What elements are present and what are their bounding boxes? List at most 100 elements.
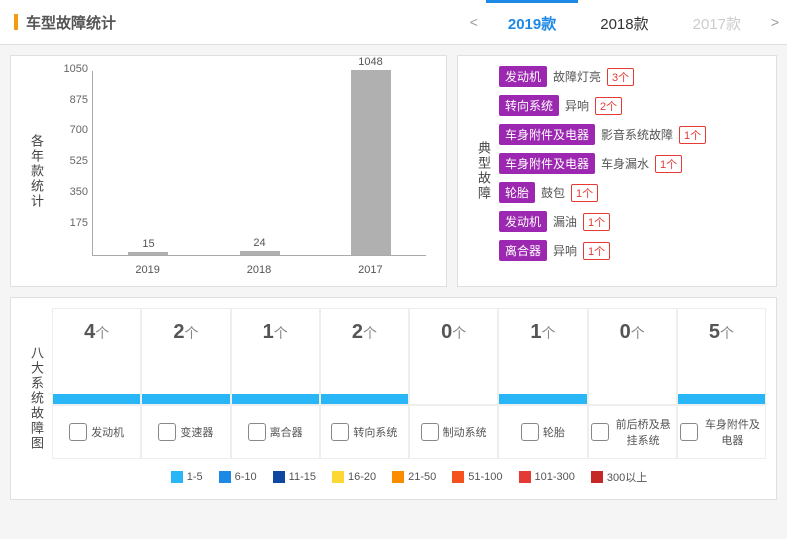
fault-count: 1个 [583,242,610,260]
color-legend: 1-56-1011-1516-2021-5051-100101-300300以上 [52,459,766,489]
fault-category: 发动机 [499,211,547,232]
x-tick: 2017 [358,264,382,276]
brake-icon [421,423,439,441]
axle-icon [591,423,609,441]
gearbox-icon [158,423,176,441]
system-name-cell[interactable]: 转向系统 [320,405,409,459]
fault-category: 车身附件及电器 [499,124,595,145]
fault-category: 车身附件及电器 [499,153,595,174]
system-count: 5 [709,321,720,343]
year-bar: 24 [240,251,280,255]
year-tab[interactable]: 2019款 [486,0,578,44]
prev-arrow[interactable]: < [462,14,486,30]
system-count: 2 [173,321,184,343]
legend-item: 21-50 [392,469,436,485]
year-tab[interactable]: 2017款 [671,0,763,44]
count-unit: 个 [274,325,288,341]
fault-category: 离合器 [499,240,547,261]
fault-category: 发动机 [499,66,547,87]
legend-item: 300以上 [591,469,647,485]
faults-vlabel: 典型故障 [468,141,499,201]
page-title: 车型故障统计 [26,12,116,33]
bar-value-label: 1048 [358,56,382,68]
system-name-cell[interactable]: 发动机 [52,405,141,459]
system-name: 轮胎 [543,424,565,440]
system-name: 发动机 [91,424,124,440]
fault-desc: 鼓包 [541,184,565,201]
fault-count: 3个 [607,68,634,86]
year-stats-panel: 各年款统计 1753505257008751050 15241048 20192… [10,55,447,287]
legend-swatch [332,471,344,483]
system-name-cell[interactable]: 离合器 [231,405,320,459]
tire-icon [521,423,539,441]
system-count: 4 [84,321,95,343]
fault-category: 轮胎 [499,182,535,203]
body-icon [680,423,698,441]
system-count-cell: 2个 [320,308,409,405]
year-tab[interactable]: 2018款 [578,0,670,44]
legend-label: 1-5 [187,471,203,483]
next-arrow[interactable]: > [763,14,787,30]
fault-list: 发动机故障灯亮3个转向系统异响2个车身附件及电器影音系统故障1个车身附件及电器车… [499,66,766,276]
legend-swatch [452,471,464,483]
fault-desc: 异响 [565,97,589,114]
legend-item: 11-15 [273,469,316,485]
y-tick: 1050 [64,63,88,75]
year-chart-vlabel: 各年款统计 [21,134,52,209]
system-color-bar [410,394,497,404]
system-name: 转向系统 [353,424,397,440]
fault-desc: 影音系统故障 [601,126,673,143]
system-color-bar [678,394,765,404]
system-count: 0 [441,321,452,343]
legend-item: 1-5 [171,469,203,485]
clutch-icon [248,423,266,441]
year-chart: 1753505257008751050 15241048 20192018201… [52,66,436,276]
system-name-cell[interactable]: 前后桥及悬挂系统 [588,405,677,459]
system-count-cell: 2个 [141,308,230,405]
fault-row[interactable]: 离合器异响 1个 [499,240,766,261]
count-unit: 个 [363,325,377,341]
system-name-cell[interactable]: 车身附件及电器 [677,405,766,459]
fault-desc: 异响 [553,242,577,259]
system-name: 前后桥及悬挂系统 [613,416,674,448]
system-name-cell[interactable]: 变速器 [141,405,230,459]
fault-row[interactable]: 转向系统异响2个 [499,95,766,116]
engine-icon [69,423,87,441]
count-unit: 个 [95,325,109,341]
system-name-cell[interactable]: 轮胎 [498,405,587,459]
system-name: 制动系统 [443,424,487,440]
x-tick: 2018 [247,264,271,276]
legend-label: 11-15 [289,471,316,483]
y-tick: 700 [70,124,88,136]
system-count-cell: 0个 [409,308,498,405]
system-count-cell: 4个 [52,308,141,405]
fault-row[interactable]: 轮胎鼓包 1个 [499,182,766,203]
legend-item: 16-20 [332,469,376,485]
y-tick: 875 [70,94,88,106]
typical-faults-panel: 典型故障 发动机故障灯亮3个转向系统异响2个车身附件及电器影音系统故障1个车身附… [457,55,777,287]
system-name-cell[interactable]: 制动系统 [409,405,498,459]
fault-row[interactable]: 车身附件及电器车身漏水1个 [499,153,766,174]
system-count: 1 [263,321,274,343]
system-color-bar [53,394,140,404]
fault-count: 1个 [571,184,598,202]
fault-count: 1个 [583,213,610,231]
title-block: 车型故障统计 [0,2,462,43]
fault-row[interactable]: 发动机故障灯亮3个 [499,66,766,87]
system-count: 2 [352,321,363,343]
legend-swatch [171,471,183,483]
y-tick: 175 [70,217,88,229]
legend-swatch [392,471,404,483]
legend-swatch [519,471,531,483]
bar-value-label: 24 [253,237,265,249]
fault-row[interactable]: 车身附件及电器影音系统故障 1个 [499,124,766,145]
year-tabs: 2019款2018款2017款 [486,0,763,44]
fault-count: 1个 [679,126,706,144]
system-count-cell: 0个 [588,308,677,405]
legend-label: 51-100 [468,471,502,483]
system-name: 变速器 [180,424,213,440]
fault-row[interactable]: 发动机漏油1个 [499,211,766,232]
bar-value-label: 15 [142,238,154,250]
fault-category: 转向系统 [499,95,559,116]
count-unit: 个 [452,325,466,341]
